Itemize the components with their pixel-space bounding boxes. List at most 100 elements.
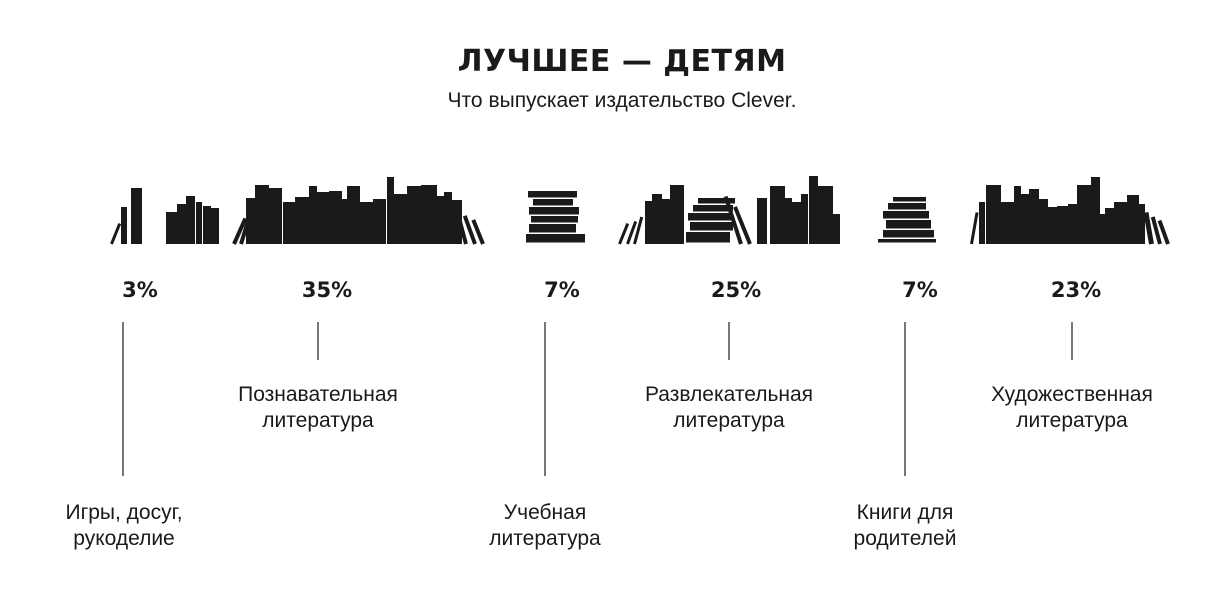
book-spine — [1021, 194, 1029, 244]
book-leaning — [626, 220, 638, 245]
book-spine — [394, 194, 407, 244]
book-spine — [407, 186, 421, 244]
book-spine — [833, 214, 840, 244]
book-spine — [196, 202, 202, 244]
book-spine — [186, 196, 195, 244]
book-spine — [645, 201, 653, 244]
book-spine — [670, 185, 684, 244]
category-name: Учебная литература — [489, 501, 601, 550]
percent-label: 7% — [544, 278, 580, 302]
category-name: Игры, досуг, рукоделие — [65, 501, 182, 550]
book-leaning — [618, 223, 630, 245]
book-spine — [1114, 202, 1127, 244]
book-shelf-5 — [878, 197, 936, 243]
book-shelf-4 — [618, 176, 840, 245]
book-stacked — [529, 207, 579, 215]
category-name: Развлекательная литература — [645, 383, 813, 432]
book-spine — [770, 186, 785, 244]
book-spine — [801, 194, 808, 244]
book-spine — [652, 194, 662, 244]
book-stacked — [886, 220, 931, 229]
book-spine — [986, 185, 1001, 244]
book-shelf-1 — [110, 188, 142, 245]
book-leaning — [239, 218, 251, 245]
book-spine — [329, 191, 342, 244]
chart-title: ЛУЧШЕЕ — ДЕТЯМ — [458, 44, 787, 79]
book-leaning — [462, 215, 477, 245]
book-spine — [203, 206, 211, 244]
book-leaning — [1157, 219, 1170, 245]
book-spine — [255, 185, 269, 244]
book-spine — [1091, 177, 1100, 244]
book-spine — [452, 200, 462, 244]
book-spine — [421, 185, 437, 244]
book-spine — [437, 196, 444, 244]
book-spine — [295, 197, 309, 244]
book-stacked — [693, 205, 733, 212]
book-leaning — [733, 206, 752, 245]
percent-label: 7% — [902, 278, 938, 302]
chart-subtitle: Что выпускает издательство Clever. — [448, 89, 797, 112]
book-spine — [347, 186, 360, 244]
book-stacked — [878, 239, 936, 243]
book-spine — [309, 186, 317, 244]
book-leaning — [110, 223, 122, 245]
book-spine — [283, 202, 295, 244]
category-3: 7% Учебная литература — [489, 278, 601, 550]
book-spine — [1077, 185, 1091, 244]
book-stacked — [528, 191, 577, 198]
book-spine — [660, 199, 670, 244]
book-spine — [1057, 206, 1068, 244]
book-stacked — [688, 213, 732, 221]
book-stacked — [883, 230, 934, 238]
book-stacked — [526, 234, 585, 243]
book-stacked — [690, 222, 733, 231]
book-spine — [360, 202, 373, 244]
book-spine — [1048, 207, 1057, 244]
book-stacked — [533, 199, 573, 206]
category-2: 35% Познавательная литература — [238, 278, 398, 432]
category-5: 7% Книги для родителей — [854, 278, 957, 550]
book-shelf-3 — [526, 191, 585, 243]
book-spine — [131, 188, 142, 244]
book-stacked — [888, 203, 926, 210]
book-stacked — [893, 197, 926, 202]
book-leaning — [1143, 212, 1154, 245]
book-spine — [269, 188, 282, 244]
book-spine — [1001, 202, 1014, 244]
book-spine — [387, 177, 394, 244]
category-name-line: рукоделие — [73, 527, 174, 550]
category-name-line: литература — [673, 409, 785, 432]
book-spine — [1100, 214, 1105, 244]
book-spine — [1029, 189, 1039, 244]
category-name-line: литература — [262, 409, 374, 432]
book-spine — [792, 202, 801, 244]
book-spine — [1105, 208, 1114, 244]
book-spine — [211, 208, 219, 244]
book-leaning — [1150, 216, 1162, 245]
category-name: Познавательная литература — [238, 383, 398, 432]
percent-label: 35% — [302, 278, 352, 302]
book-spine — [121, 207, 127, 244]
book-spine — [246, 198, 255, 244]
category-name-line: Игры, досуг, — [65, 501, 182, 524]
book-spine — [342, 199, 347, 244]
percent-label: 3% — [122, 278, 158, 302]
book-spine — [757, 198, 767, 244]
category-name-line: родителей — [854, 527, 957, 550]
book-spine — [317, 192, 329, 244]
book-spine — [373, 199, 386, 244]
category-6: 23% Художественная литература — [991, 278, 1153, 432]
book-spine — [818, 186, 833, 244]
category-name-line: Художественная — [991, 383, 1153, 406]
book-leaning — [970, 212, 979, 245]
category-name-line: Учебная — [504, 501, 586, 524]
book-spine — [1014, 186, 1021, 244]
category-name-line: литература — [1016, 409, 1128, 432]
book-spine — [1127, 195, 1139, 244]
book-leaning — [232, 217, 248, 245]
book-shelf-6 — [970, 177, 1170, 245]
book-spine — [177, 204, 186, 244]
book-stacked — [883, 211, 929, 219]
book-spine — [444, 192, 452, 244]
